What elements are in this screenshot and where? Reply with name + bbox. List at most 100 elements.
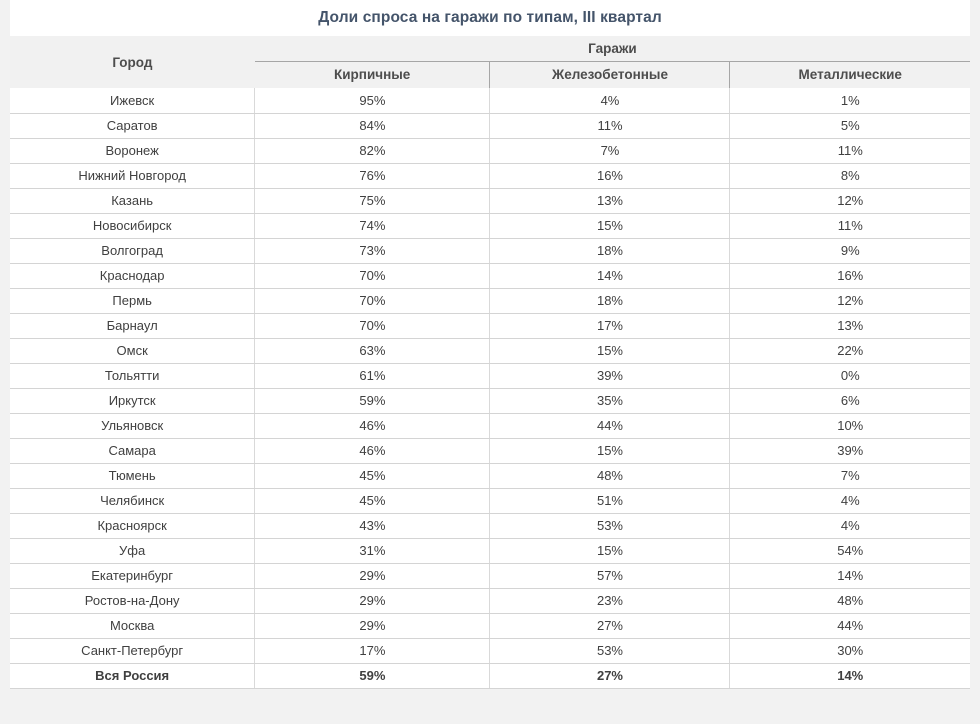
city-cell: Пермь xyxy=(10,288,255,314)
value-cell: 44% xyxy=(489,413,730,439)
table-header: Город Гаражи Кирпичные Железобетонные Ме… xyxy=(10,36,970,88)
value-cell: 11% xyxy=(729,138,970,164)
value-cell: 0% xyxy=(729,363,970,389)
city-cell: Красноярск xyxy=(10,513,255,539)
page-title: Доли спроса на гаражи по типам, III квар… xyxy=(10,0,970,36)
table-row: Саратов 84% 11% 5% xyxy=(10,113,970,139)
value-cell: 15% xyxy=(489,338,730,364)
value-cell: 15% xyxy=(489,213,730,239)
table-row: Иркутск 59% 35% 6% xyxy=(10,388,970,414)
city-cell: Краснодар xyxy=(10,263,255,289)
value-cell: 18% xyxy=(489,238,730,264)
page: Доли спроса на гаражи по типам, III квар… xyxy=(10,0,970,689)
value-cell: 23% xyxy=(489,588,730,614)
table-row: Челябинск 45% 51% 4% xyxy=(10,488,970,514)
city-cell: Барнаул xyxy=(10,313,255,339)
city-cell: Воронеж xyxy=(10,138,255,164)
header-row-group: Город Гаражи xyxy=(10,36,970,88)
table-row: Новосибирск 74% 15% 11% xyxy=(10,213,970,239)
table-row: Тюмень 45% 48% 7% xyxy=(10,463,970,489)
table-row: Тольятти 61% 39% 0% xyxy=(10,363,970,389)
value-cell: 45% xyxy=(254,463,490,489)
value-cell: 82% xyxy=(254,138,490,164)
value-cell: 95% xyxy=(254,88,490,114)
city-cell: Москва xyxy=(10,613,255,639)
value-cell: 45% xyxy=(254,488,490,514)
value-cell: 27% xyxy=(489,663,730,689)
value-cell: 73% xyxy=(254,238,490,264)
value-cell: 1% xyxy=(729,88,970,114)
value-cell: 17% xyxy=(254,638,490,664)
value-cell: 12% xyxy=(729,288,970,314)
table-row: Ижевск 95% 4% 1% xyxy=(10,88,970,114)
value-cell: 14% xyxy=(489,263,730,289)
value-cell: 16% xyxy=(489,163,730,189)
value-cell: 46% xyxy=(254,438,490,464)
city-cell: Ростов-на-Дону xyxy=(10,588,255,614)
table-row: Самара 46% 15% 39% xyxy=(10,438,970,464)
value-cell: 59% xyxy=(254,663,490,689)
value-cell: 70% xyxy=(254,288,490,314)
garage-demand-table: Город Гаражи Кирпичные Железобетонные Ме… xyxy=(10,36,970,689)
table-row: Волгоград 73% 18% 9% xyxy=(10,238,970,264)
column-header-metal: Металлические xyxy=(729,61,970,88)
city-cell: Нижний Новгород xyxy=(10,163,255,189)
header-row-sub: Кирпичные Железобетонные Металлические xyxy=(10,61,970,88)
value-cell: 9% xyxy=(729,238,970,264)
value-cell: 61% xyxy=(254,363,490,389)
table-row: Ульяновск 46% 44% 10% xyxy=(10,413,970,439)
city-cell: Вся Россия xyxy=(10,663,255,689)
value-cell: 44% xyxy=(729,613,970,639)
city-cell: Челябинск xyxy=(10,488,255,514)
table-row: Санкт-Петербург 17% 53% 30% xyxy=(10,638,970,664)
value-cell: 70% xyxy=(254,263,490,289)
value-cell: 6% xyxy=(729,388,970,414)
column-header-concrete: Железобетонные xyxy=(489,61,730,88)
value-cell: 15% xyxy=(489,538,730,564)
value-cell: 4% xyxy=(729,513,970,539)
value-cell: 16% xyxy=(729,263,970,289)
value-cell: 4% xyxy=(489,88,730,114)
table-body: Ижевск 95% 4% 1% Саратов 84% 11% 5% Воронеж 82% 7%… xyxy=(10,88,970,689)
city-cell: Тольятти xyxy=(10,363,255,389)
value-cell: 11% xyxy=(489,113,730,139)
table-row: Ростов-на-Дону 29% 23% 48% xyxy=(10,588,970,614)
city-cell: Волгоград xyxy=(10,238,255,264)
value-cell: 53% xyxy=(489,638,730,664)
column-group-header: Гаражи xyxy=(254,36,970,62)
city-cell: Новосибирск xyxy=(10,213,255,239)
value-cell: 51% xyxy=(489,488,730,514)
value-cell: 54% xyxy=(729,538,970,564)
value-cell: 48% xyxy=(729,588,970,614)
value-cell: 76% xyxy=(254,163,490,189)
value-cell: 70% xyxy=(254,313,490,339)
value-cell: 84% xyxy=(254,113,490,139)
city-cell: Екатеринбург xyxy=(10,563,255,589)
value-cell: 17% xyxy=(489,313,730,339)
table-row: Казань 75% 13% 12% xyxy=(10,188,970,214)
value-cell: 29% xyxy=(254,563,490,589)
value-cell: 63% xyxy=(254,338,490,364)
table-row: Барнаул 70% 17% 13% xyxy=(10,313,970,339)
value-cell: 7% xyxy=(729,463,970,489)
value-cell: 39% xyxy=(729,438,970,464)
value-cell: 27% xyxy=(489,613,730,639)
value-cell: 59% xyxy=(254,388,490,414)
city-cell: Ульяновск xyxy=(10,413,255,439)
value-cell: 48% xyxy=(489,463,730,489)
table-row: Пермь 70% 18% 12% xyxy=(10,288,970,314)
table-row: Екатеринбург 29% 57% 14% xyxy=(10,563,970,589)
value-cell: 18% xyxy=(489,288,730,314)
value-cell: 14% xyxy=(729,563,970,589)
value-cell: 15% xyxy=(489,438,730,464)
value-cell: 29% xyxy=(254,613,490,639)
column-header-city: Город xyxy=(10,36,255,88)
table-row: Уфа 31% 15% 54% xyxy=(10,538,970,564)
column-header-brick: Кирпичные xyxy=(254,61,490,88)
city-cell: Санкт-Петербург xyxy=(10,638,255,664)
value-cell: 29% xyxy=(254,588,490,614)
table-row: Нижний Новгород 76% 16% 8% xyxy=(10,163,970,189)
table-row: Москва 29% 27% 44% xyxy=(10,613,970,639)
value-cell: 8% xyxy=(729,163,970,189)
city-cell: Ижевск xyxy=(10,88,255,114)
